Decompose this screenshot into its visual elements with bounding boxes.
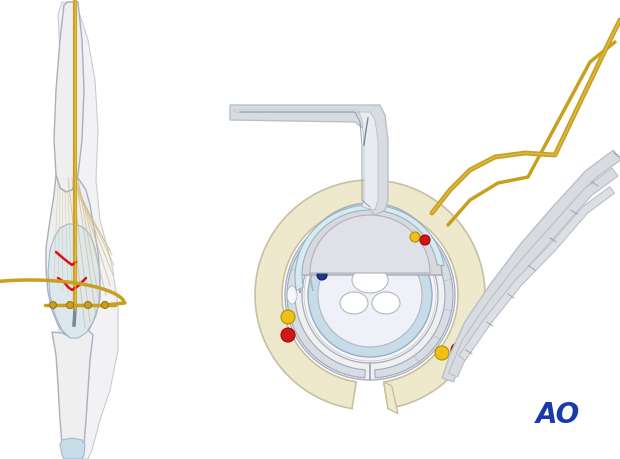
Polygon shape — [287, 212, 453, 378]
Circle shape — [336, 251, 344, 259]
Polygon shape — [48, 224, 100, 338]
Ellipse shape — [372, 292, 400, 314]
Circle shape — [304, 229, 436, 361]
Circle shape — [451, 343, 465, 357]
Polygon shape — [384, 382, 398, 414]
Polygon shape — [285, 210, 455, 380]
Polygon shape — [442, 150, 620, 382]
Ellipse shape — [287, 286, 297, 304]
Polygon shape — [310, 215, 430, 291]
Polygon shape — [234, 110, 378, 210]
Circle shape — [102, 302, 108, 308]
Polygon shape — [46, 175, 100, 340]
Polygon shape — [58, 2, 118, 459]
Circle shape — [435, 346, 449, 360]
Circle shape — [410, 232, 420, 242]
Polygon shape — [448, 168, 618, 377]
Circle shape — [50, 302, 56, 308]
Circle shape — [308, 233, 432, 357]
Circle shape — [84, 302, 92, 308]
Circle shape — [317, 270, 327, 280]
Polygon shape — [255, 180, 485, 409]
Polygon shape — [60, 438, 85, 459]
Text: AO: AO — [536, 401, 580, 429]
Circle shape — [281, 328, 295, 342]
Circle shape — [420, 235, 430, 245]
Polygon shape — [230, 105, 388, 215]
Polygon shape — [298, 203, 442, 293]
Circle shape — [66, 302, 74, 308]
Ellipse shape — [340, 292, 368, 314]
Polygon shape — [52, 328, 93, 459]
Polygon shape — [54, 2, 84, 192]
Circle shape — [281, 310, 295, 324]
Circle shape — [318, 243, 422, 347]
Polygon shape — [295, 205, 444, 291]
Polygon shape — [459, 187, 614, 360]
Ellipse shape — [352, 267, 388, 293]
